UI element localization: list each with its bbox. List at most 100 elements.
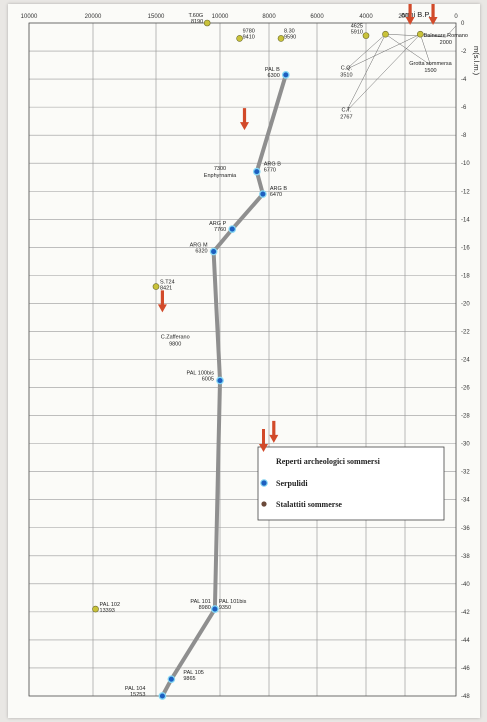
annotation-label: C.Q. [341,65,353,71]
serpulidi-value: 6320 [195,249,207,255]
y-axis-title: m(s.l.m.) [472,46,480,76]
serpulidi-point [211,605,219,613]
y-tick-label: -2 [461,49,467,55]
y-tick-label: -46 [461,666,470,672]
stalattiti-label: T.60G [189,13,204,19]
annotation-value: 2000 [440,40,452,46]
serpulidi-label: PAL 101bis [219,599,247,605]
x-tick-labels: 10000 20000 15000 10000 8000 6000 4000 2000 0 [21,14,459,20]
arrows [157,4,438,443]
serpulidi-value: 8980 [199,605,211,611]
arrow-icon [259,429,268,452]
stalattiti-point [277,35,285,42]
legend-item-reperti: Reperti archeologici sommersi [259,429,381,466]
x-tick-label: 15000 [148,14,165,20]
leader-line [346,34,386,70]
stalattiti-point [382,30,389,38]
y-tick-label: -12 [461,189,470,195]
y-tick-labels: 0 -2 -4 -6 -8 -10 -12 -14 -16 -18 -20 -22 -24 -26 -28 -… [461,21,470,700]
arrow-icon [428,4,438,25]
leader-line [346,34,386,112]
scanned-chart-page: 10000 20000 15000 10000 8000 6000 4000 2000 0 0-… [8,4,480,718]
serpulidi-label: PAL B [265,67,280,73]
y-tick-label: -16 [461,245,470,251]
annotation-label: Balneare Romano [424,33,468,39]
serpulidi-value: 7760 [214,227,226,233]
stalattiti-value: 8421 [160,286,172,292]
y-tick-label: -44 [461,638,470,644]
stalattiti-value: 9410 [243,34,255,40]
serpulidi-label: ARG P [209,221,226,227]
serpulidi-point [228,225,237,233]
y-tick-label: -36 [461,526,470,532]
y-tick-label: 0 [461,21,465,27]
serpulidi-value: 6005 [202,377,214,383]
leader-line [445,25,457,38]
annotation-label: C.T. [342,107,352,113]
stalattiti-value: 13393 [100,608,115,614]
arrow-icon [157,290,167,313]
leader-line [420,33,446,38]
leader-line [385,34,431,66]
stalattiti-point [236,35,243,42]
serpulidi-point [216,376,224,385]
y-tick-label: -34 [461,498,470,504]
y-tick-label: -28 [461,414,470,420]
stalattiti-label: PAL 102 [100,602,121,608]
x-tick-label: 2000 [398,14,412,20]
data-points [92,19,424,700]
stalattiti-label: S.T24 [160,280,175,286]
legend-label: Serpulidi [276,479,308,488]
x-axis-title: anni B.P. [401,10,430,19]
annotation-value: 1500 [424,68,436,74]
annotation-value: 9800 [169,341,181,347]
x-tick-label: 6000 [310,14,324,20]
annotation-value: 2767 [340,114,352,120]
serpulidi-label: ARG M [190,243,208,249]
serpulidi-point [158,692,167,700]
grid [28,22,457,697]
brown-dot-icon [261,501,267,507]
legend-item-stalattiti: Stalattiti sommerse [261,500,342,509]
serpulidi-value: 6470 [270,192,282,198]
serpulidi-label: PAL 100bis [186,371,214,377]
y-tick-label: -20 [461,301,470,307]
y-tick-label: -14 [461,217,470,223]
serpulidi-label: ARG B [264,162,281,168]
stalattiti-point [92,605,99,613]
annotation-value: Enphyrnamia [204,173,237,179]
serpulidi-point [281,71,290,79]
plot-frame [28,22,457,697]
stalattiti-value: 8190 [191,19,203,25]
blue-dot-icon [260,479,268,487]
serpulidi-value: 9350 [219,605,231,611]
leader-line [385,33,446,38]
y-tick-label: -30 [461,442,470,448]
stalattiti-point [152,283,160,290]
stalattiti-value: 9590 [284,34,296,40]
annotation-label: C.Zafferano [161,334,190,340]
serpulidi-point [209,247,218,256]
serpulidi-point [252,167,261,176]
stalattiti-point [203,19,211,27]
leader-lines [346,25,457,112]
y-tick-label: -40 [461,582,470,588]
stalattiti-value: 5910 [351,30,363,36]
legend: Reperti archeologici sommersi Serpulidi … [257,429,445,521]
x-tick-label: 20000 [85,14,102,20]
stalattiti-label: 9780 [243,28,255,34]
x-tick-label: 4000 [359,14,373,20]
stalattiti-point [416,30,424,38]
y-tick-label: -38 [461,554,470,560]
sea-level-chart: 10000 20000 15000 10000 8000 6000 4000 2000 0 0-… [21,4,480,700]
stalattiti-label: 4625 [351,24,363,30]
y-tick-label: -4 [461,77,467,83]
legend-box [257,446,445,521]
arrow-icon [269,420,279,443]
y-tick-label: -26 [461,386,470,392]
leader-line [420,34,431,66]
y-tick-label: -32 [461,470,470,476]
serpulidi-value: 15253 [130,692,145,698]
serpulidi-label: ARG B [270,186,287,192]
annotation-value: 3510 [340,72,352,78]
